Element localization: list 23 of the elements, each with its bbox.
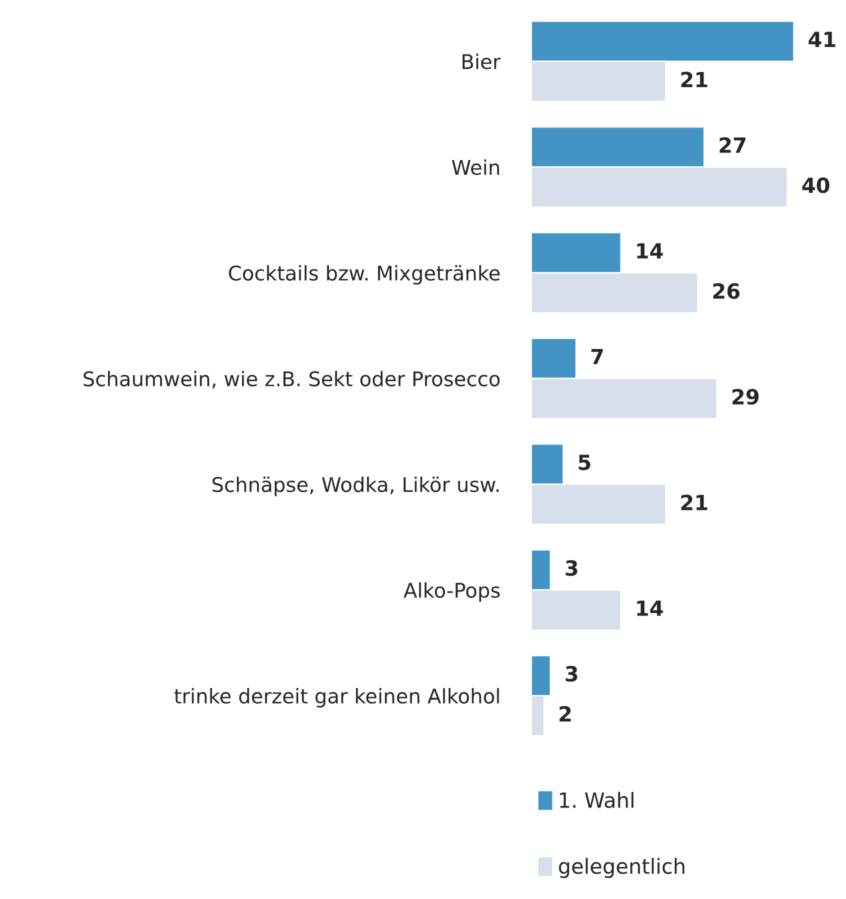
data-label: 27 [720,137,746,153]
y-tick-label: Schaumwein, wie z.B. Sekt oder Prosecco [84,370,500,388]
data-label: 21 [681,72,708,88]
data-label: 14 [637,243,663,258]
legend-label: 1. Wahl [560,792,634,808]
data-label: 5 [578,454,590,470]
y-tick-label: trinke derzeit gar keinen Alkohol [174,688,499,708]
data-label: 41 [808,32,836,47]
data-label: 3 [566,666,578,682]
legend-label: gelegentlich [558,858,684,878]
data-label: 3 [566,560,578,576]
data-label: 14 [637,600,663,616]
data-label: 21 [681,494,708,510]
y-tick-label: Bier [462,54,501,70]
data-label: 26 [713,283,740,299]
data-label: 7 [591,348,603,364]
data-label: 40 [802,177,830,194]
y-tick-label: Alko-Pops [404,582,500,602]
y-tick-label: Schnäpse, Wodka, Likör usw. [212,476,499,496]
y-tick-label: Cocktails bzw. Mixgetränke [228,265,500,285]
data-label: 29 [732,388,759,405]
y-tick-label: Wein [452,159,500,175]
data-label: 2 [560,706,571,722]
